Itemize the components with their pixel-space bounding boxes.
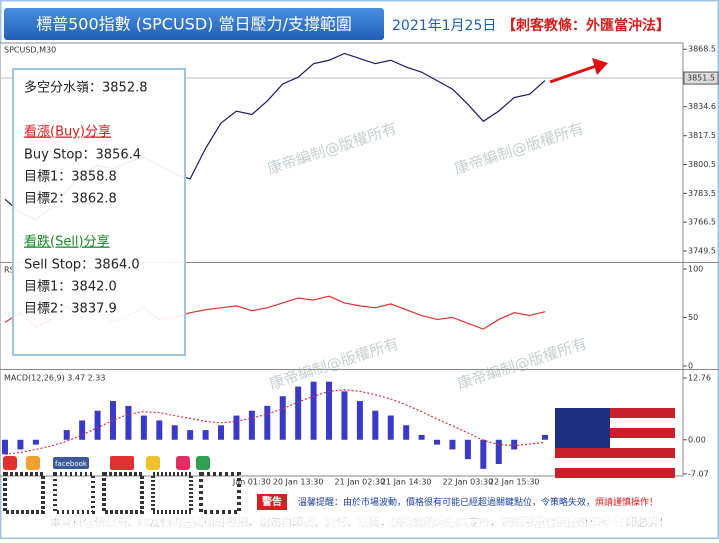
bar xyxy=(156,420,163,440)
sell-line: 目標2：3837.9 xyxy=(24,302,117,317)
bar xyxy=(464,439,471,460)
bar xyxy=(295,386,302,440)
warning-emphasis: 煩請謹慎操作！ xyxy=(595,496,658,508)
title-box xyxy=(4,8,384,40)
warning-text: 溫馨提醒：由於市場波動，價格很有可能已經超過關鍵點位，令策略失效， xyxy=(298,496,595,508)
flag xyxy=(555,408,675,480)
warning: 溫馨提醒：由於市場波動，價格很有可能已經超過關鍵點位，令策略失效，煩請謹慎操作！ xyxy=(298,496,658,508)
bar xyxy=(264,405,271,440)
bar xyxy=(218,425,225,440)
bar xyxy=(449,439,456,450)
bar xyxy=(17,439,24,450)
pivot: 多空分水嶺：3852.8 xyxy=(24,80,148,96)
buy-line: 目標1：3858.8 xyxy=(24,170,117,185)
y-tick-label: 50 xyxy=(688,313,698,322)
bar xyxy=(418,434,425,440)
x-tick-label: 22 Jan 03:30 xyxy=(443,478,494,487)
last-price-label: 3851.5 xyxy=(687,74,715,83)
warning-badge-box xyxy=(257,494,287,510)
arrow xyxy=(549,64,597,84)
bar xyxy=(125,405,132,440)
bar xyxy=(279,396,286,440)
social-icons: facebook xyxy=(3,456,210,470)
x-tick-label: 21 Jan 02:30 xyxy=(335,478,386,487)
bar xyxy=(171,425,178,440)
bar xyxy=(140,415,147,440)
sell-line: 目標1：3842.0 xyxy=(24,280,117,295)
title: 標普500指數 (SPCUSD) 當日壓力/支撐範圍 xyxy=(36,15,352,34)
x-tick-label: 21 Jan 14:30 xyxy=(381,478,432,487)
bar xyxy=(94,410,101,440)
bar xyxy=(403,425,410,440)
y-tick-label: -7.07 xyxy=(688,470,709,479)
bar xyxy=(32,439,39,445)
arrow-head xyxy=(592,58,608,75)
bar xyxy=(542,434,549,440)
facebook-label: facebook xyxy=(55,460,88,468)
bar xyxy=(326,381,333,440)
bar xyxy=(356,401,363,440)
bar xyxy=(372,410,379,440)
y-tick-label: 100 xyxy=(688,265,703,274)
bar xyxy=(310,381,317,440)
date: 2021年1月25日 xyxy=(392,18,496,34)
y-tick-label: 3749.5 xyxy=(688,246,716,255)
y-tick-label: 3868.5 xyxy=(688,45,716,54)
x-tick-label: 22 Jan 15:30 xyxy=(489,478,540,487)
sell-heading: 看跌(Sell)分享 xyxy=(24,234,110,250)
buy-line: 目標2：3862.8 xyxy=(24,192,117,207)
y-tick-label: 3817.5 xyxy=(688,131,716,140)
x-tick-label: 20 Jan 13:30 xyxy=(273,478,324,487)
notice: 本資料僅供學員、匯友們的盤勢研討專用，切勿自印製、流傳、販售，感謝您的愛護與支持… xyxy=(50,515,670,529)
bar xyxy=(2,439,8,455)
bar xyxy=(248,410,255,440)
bar xyxy=(202,430,209,440)
bar xyxy=(187,430,194,440)
qr-codes xyxy=(3,472,241,514)
y-tick-label: 12.76 xyxy=(688,374,711,383)
y-tick-label: 3834.6 xyxy=(688,102,716,111)
info-panel: 多空分水嶺：3852.8 看漲(Buy)分享 Buy Stop：3856.4 目… xyxy=(12,68,186,356)
warning-badge: 警告 xyxy=(261,495,282,508)
buy-heading: 看漲(Buy)分享 xyxy=(24,124,111,140)
y-tick-label: 0.00 xyxy=(688,435,706,444)
bar xyxy=(434,439,441,445)
bar xyxy=(233,415,240,440)
sell-line: Sell Stop：3864.0 xyxy=(24,258,140,273)
bar xyxy=(79,420,86,440)
tagline: 【刺客教條：外匯當沖法】 xyxy=(502,17,670,34)
last-price-box xyxy=(683,71,719,85)
panel-label: SPCUSD,M30 xyxy=(4,46,56,55)
x-tick-label: Jan 01:30 xyxy=(232,478,271,487)
bar xyxy=(511,439,518,450)
panel-label: MACD(12,26,9) 3.47 2.33 xyxy=(4,374,105,383)
bar xyxy=(63,430,70,440)
bar xyxy=(341,391,348,440)
y-tick-label: 3783.5 xyxy=(688,189,716,198)
y-tick-label: 3766.5 xyxy=(688,218,716,227)
buy-line: Buy Stop：3856.4 xyxy=(24,148,141,163)
bar xyxy=(387,415,394,440)
bar xyxy=(495,439,502,464)
y-tick-label: 0 xyxy=(688,362,693,371)
bar xyxy=(480,439,487,469)
y-tick-label: 3800.5 xyxy=(688,160,716,169)
